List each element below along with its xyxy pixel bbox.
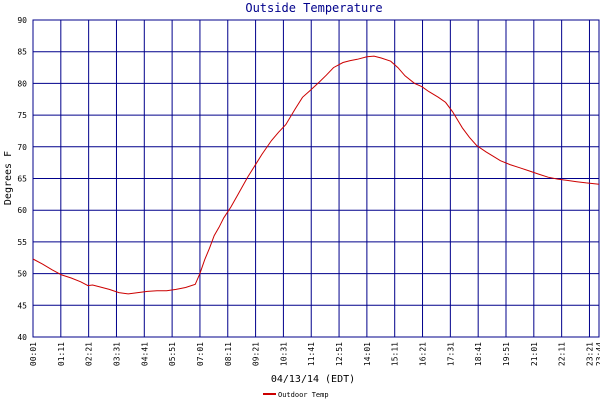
y-tick-label: 85: [17, 48, 27, 57]
x-tick-label: 05:51: [168, 342, 177, 366]
x-tick-label: 18:41: [474, 342, 483, 366]
x-axis-label: 04/13/14 (EDT): [271, 374, 355, 385]
x-tick-label: 01:11: [57, 342, 66, 366]
x-tick-label: 04:41: [140, 342, 149, 366]
y-tick-label: 70: [17, 143, 27, 152]
chart-title: Outside Temperature: [245, 1, 382, 15]
y-tick-label: 40: [17, 333, 27, 342]
y-tick-label: 45: [17, 301, 27, 310]
x-tick-label: 23:44: [595, 342, 600, 366]
legend: Outdoor Temp: [263, 391, 329, 399]
x-tick-label: 07:01: [196, 342, 205, 366]
y-tick-label: 55: [17, 238, 27, 247]
x-tick-label: 22:11: [558, 342, 567, 366]
y-tick-label: 50: [17, 270, 27, 279]
x-tick-labels: 00:01 01:11 02:21 03:31 04:41 05:51 07:01 08:11…: [29, 342, 600, 366]
series-line-outdoor-temp: [32, 55, 600, 295]
series-layer: [32, 55, 600, 295]
x-tick-label: 02:21: [85, 342, 94, 366]
x-tick-label: 00:01: [29, 342, 38, 366]
x-tick-label: 14:01: [363, 342, 372, 366]
legend-label: Outdoor Temp: [278, 391, 329, 399]
y-tick-label: 75: [17, 111, 27, 120]
x-tick-label: 12:51: [335, 342, 344, 366]
y-tick-label: 80: [17, 79, 27, 88]
y-tick-labels: 40 45 50 55 60 65 70 75 80 85 90: [17, 16, 27, 342]
plot-frame: [32, 19, 600, 338]
x-tick-label: 15:11: [391, 342, 400, 366]
x-tick-label: 10:31: [279, 342, 288, 366]
x-tick-label: 08:11: [224, 342, 233, 366]
x-tick-label: 19:51: [502, 342, 511, 366]
x-tick-label: 09:21: [252, 342, 261, 366]
y-tick-label: 60: [17, 206, 27, 215]
x-tick-label: 17:31: [446, 342, 455, 366]
y-axis-label: Degrees F: [3, 151, 14, 205]
x-tick-label: 16:21: [419, 342, 428, 366]
x-tick-label: 21:01: [530, 342, 539, 366]
x-tick-label: 11:41: [307, 342, 316, 366]
y-tick-label: 65: [17, 175, 27, 184]
x-tick-label: 23:21: [585, 342, 594, 366]
y-tick-label: 90: [17, 16, 27, 25]
x-tick-label: 03:31: [112, 342, 121, 366]
